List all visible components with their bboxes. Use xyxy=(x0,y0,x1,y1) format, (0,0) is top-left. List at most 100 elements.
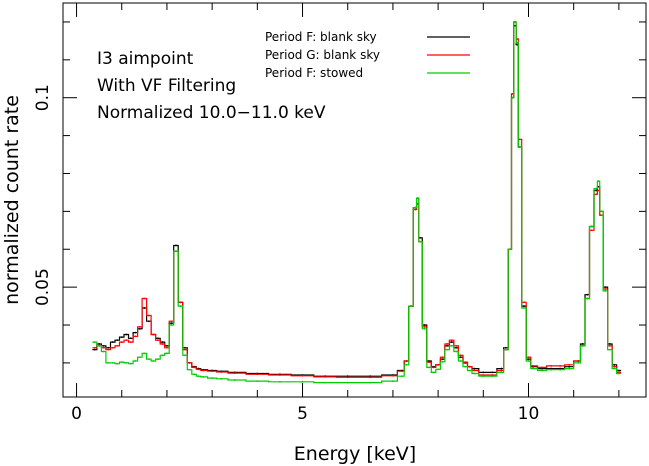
series-1-point xyxy=(170,322,173,325)
series-1-point xyxy=(597,185,600,188)
series-3-point xyxy=(111,362,114,364)
series-1-point xyxy=(147,320,150,323)
series-2-point xyxy=(595,193,598,196)
legend-label-2: Period G: blank sky xyxy=(265,48,380,62)
x-axis-label: Energy [keV] xyxy=(294,443,416,465)
series-3-point xyxy=(416,197,419,200)
series-2-point xyxy=(138,326,141,328)
series-3-point xyxy=(608,348,611,351)
series-1-point xyxy=(455,346,458,349)
series-3-point xyxy=(392,380,394,382)
series-2-point xyxy=(550,365,552,367)
series-2-point xyxy=(432,366,435,369)
series-2-point xyxy=(179,301,182,304)
series-2-point xyxy=(532,365,534,367)
series-3-point xyxy=(197,375,200,378)
plot-frame xyxy=(62,2,647,398)
series-1-point xyxy=(143,307,146,309)
series-3-point xyxy=(577,362,580,364)
series-3-point xyxy=(98,344,101,347)
series-3-point xyxy=(301,380,304,383)
series-1-point xyxy=(120,336,123,339)
series-3-point xyxy=(482,375,485,378)
series-3-point xyxy=(107,362,110,364)
series-3-point xyxy=(559,368,562,371)
series-2-point xyxy=(256,373,259,376)
series-2-point xyxy=(416,202,419,205)
series-1-point xyxy=(184,346,186,349)
series-2-point xyxy=(125,339,128,342)
series-1-point xyxy=(504,346,507,349)
series-1-point xyxy=(613,363,616,366)
series-3-point xyxy=(455,350,458,353)
series-3-point xyxy=(346,381,349,384)
series-3-point xyxy=(175,250,177,253)
series-2-point xyxy=(392,374,394,377)
series-3-point xyxy=(473,372,476,375)
series-2-point xyxy=(129,341,132,343)
series-2-point xyxy=(511,93,514,95)
series-3-point xyxy=(550,368,552,371)
series-2-point xyxy=(464,361,467,364)
series-3-point xyxy=(116,362,119,365)
series-3-point xyxy=(441,360,444,363)
series-1-point xyxy=(125,333,128,336)
x-tick-label: 5 xyxy=(297,404,308,424)
y-axis-ticks: 0.05 0.1 xyxy=(33,21,646,364)
series-3-point xyxy=(129,362,132,365)
series-2-point xyxy=(450,339,453,342)
series-2-point xyxy=(279,374,281,376)
series-3-point xyxy=(518,146,521,148)
series-2-point xyxy=(324,376,327,378)
series-1-point xyxy=(102,344,105,347)
series-3-point xyxy=(170,324,173,326)
x-axis-ticks: 0 5 10 xyxy=(71,3,620,424)
series-3-point xyxy=(613,367,616,370)
series-2-point xyxy=(102,346,105,349)
series-1-point xyxy=(138,327,141,330)
series-2-point xyxy=(111,346,114,349)
series-2-point xyxy=(428,361,430,364)
series-2-point xyxy=(143,297,146,300)
x-tick-label: 10 xyxy=(518,404,540,424)
series-2-point xyxy=(423,326,426,328)
series-3-point xyxy=(410,305,412,307)
x-tick-label: 0 xyxy=(71,404,82,424)
series-3-point xyxy=(405,363,408,366)
series-3-point xyxy=(134,360,137,362)
series-1-point xyxy=(523,305,525,307)
series-2-point xyxy=(414,208,417,211)
series-3-point xyxy=(369,381,372,384)
series-3-point xyxy=(147,358,150,361)
series-1-point xyxy=(482,371,485,374)
series-1-point xyxy=(473,367,476,370)
series-2-point xyxy=(166,346,168,349)
series-3-point xyxy=(568,367,571,370)
series-1-point xyxy=(157,337,159,340)
series-2-point xyxy=(441,356,444,359)
annotation-line-2: With VF Filtering xyxy=(97,76,236,96)
series-2-point xyxy=(193,366,195,369)
series-3-point xyxy=(491,375,494,378)
series-1-point xyxy=(446,344,449,347)
series-3-point xyxy=(586,297,589,300)
series-1-point xyxy=(568,365,571,368)
series-3-point xyxy=(419,240,421,243)
series-2-point xyxy=(608,344,611,347)
series-3-point xyxy=(500,371,503,374)
series-2-point xyxy=(500,369,503,372)
series-1-point xyxy=(514,24,516,27)
series-3-point xyxy=(256,380,259,382)
series-2-point xyxy=(604,288,607,290)
series-2-point xyxy=(516,38,519,40)
series-3-point xyxy=(125,362,128,364)
series-3-point xyxy=(511,96,514,99)
series-1-point xyxy=(423,324,426,326)
series-2-point xyxy=(170,320,173,323)
y-axis-label: normalized count rate xyxy=(1,95,23,305)
series-1-point xyxy=(93,348,96,351)
series-3-point xyxy=(179,305,182,307)
series-2-point xyxy=(346,376,349,379)
series-2-point xyxy=(202,369,205,372)
series-3-point xyxy=(604,290,607,292)
